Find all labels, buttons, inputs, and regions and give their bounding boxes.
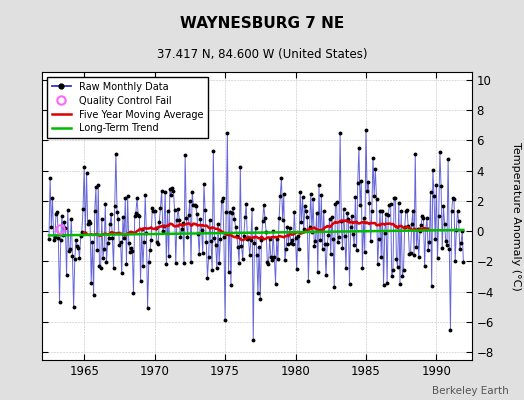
Text: WAYNESBURG 7 NE: WAYNESBURG 7 NE: [180, 16, 344, 31]
Text: Berkeley Earth: Berkeley Earth: [432, 386, 508, 396]
Legend: Raw Monthly Data, Quality Control Fail, Five Year Moving Average, Long-Term Tren: Raw Monthly Data, Quality Control Fail, …: [47, 77, 208, 138]
Y-axis label: Temperature Anomaly (°C): Temperature Anomaly (°C): [510, 142, 520, 290]
Text: 37.417 N, 84.600 W (United States): 37.417 N, 84.600 W (United States): [157, 48, 367, 61]
